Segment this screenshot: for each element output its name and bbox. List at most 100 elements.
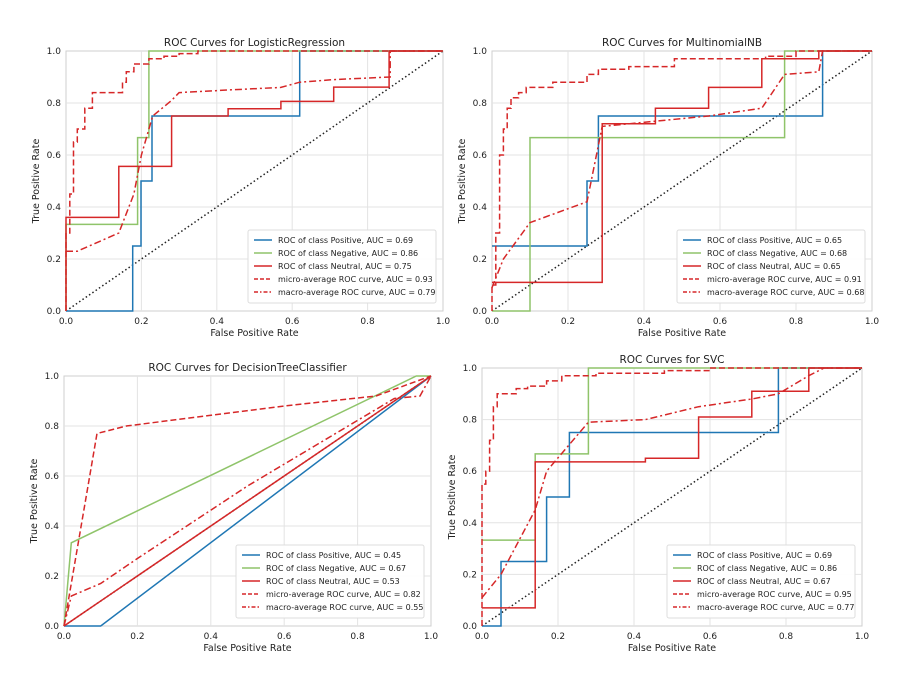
x-tick-label: 0.2	[134, 317, 148, 327]
chart-title: ROC Curves for SVC	[620, 354, 725, 366]
legend-box	[666, 544, 856, 619]
y-tick-label: 1.0	[463, 364, 478, 374]
legend-label: ROC of class Neutral, AUC = 0.65	[707, 262, 841, 271]
y-tick-label: 0.8	[463, 416, 478, 426]
chart-title: ROC Curves for DecisionTreeClassifier	[148, 362, 347, 374]
roc-series-line	[63, 375, 432, 627]
legend-box	[676, 229, 866, 304]
legend-label: ROC of class Negative, AUC = 0.86	[278, 249, 418, 258]
roc-chart-3: 0.0 0.2 0.4 0.6 0.8 1.0 0.0 0.2 0.4 0.6 0.8 1.0 ROC …	[29, 362, 438, 654]
legend: ROC of class Positive, AUC = 0.45 ROC of …	[235, 544, 425, 619]
legend-box	[247, 229, 437, 304]
legend-label: ROC of class Neutral, AUC = 0.53	[266, 577, 400, 586]
y-axis-label: True Positive Rate	[29, 459, 40, 545]
chart-title: ROC Curves for LogisticRegression	[164, 37, 345, 49]
x-tick-label: 0.4	[204, 632, 219, 642]
y-tick-label: 0.4	[463, 519, 478, 529]
roc-series-line	[481, 367, 862, 626]
x-tick-label: 0.0	[485, 317, 500, 327]
x-tick-label: 0.6	[703, 632, 718, 642]
legend-label: ROC of class Neutral, AUC = 0.67	[697, 577, 831, 586]
x-tick-label: 1.0	[424, 632, 439, 642]
legend: ROC of class Positive, AUC = 0.69 ROC of …	[247, 229, 437, 304]
legend-label: ROC of class Positive, AUC = 0.69	[697, 551, 832, 560]
y-tick-label: 0.8	[473, 99, 488, 109]
roc-chart-4: 0.0 0.2 0.4 0.6 0.8 1.0 0.0 0.2 0.4 0.6 0.8 1.0 ROC …	[447, 354, 869, 654]
chance-diagonal	[65, 50, 444, 312]
y-tick-label: 0.6	[45, 472, 60, 482]
chart-title: ROC Curves for MultinomialNB	[602, 37, 762, 49]
x-tick-label: 1.0	[436, 317, 451, 327]
y-tick-label: 0.0	[45, 622, 60, 632]
x-axis-label: False Positive Rate	[628, 643, 716, 654]
legend-label: macro-average ROC curve, AUC = 0.68	[707, 288, 864, 297]
roc-series-line	[481, 367, 862, 599]
x-tick-label: 0.8	[350, 632, 365, 642]
roc-series-line	[63, 375, 431, 627]
x-tick-label: 0.0	[59, 317, 74, 327]
legend-label: macro-average ROC curve, AUC = 0.77	[697, 603, 854, 612]
roc-series-line	[482, 367, 862, 609]
x-tick-label: 0.6	[277, 632, 292, 642]
x-axis-label: False Positive Rate	[210, 328, 298, 339]
x-axis-label: False Positive Rate	[203, 643, 291, 654]
x-tick-label: 0.4	[627, 632, 642, 642]
x-tick-label: 0.0	[57, 632, 72, 642]
x-tick-label: 1.0	[865, 317, 880, 327]
legend-label: micro-average ROC curve, AUC = 0.82	[266, 590, 421, 599]
x-axis-label: False Positive Rate	[638, 328, 726, 339]
x-tick-label: 0.2	[561, 317, 575, 327]
y-tick-label: 1.0	[47, 47, 62, 57]
x-tick-label: 0.8	[789, 317, 804, 327]
x-tick-label: 0.2	[551, 632, 565, 642]
roc-series-line	[492, 50, 872, 284]
x-tick-label: 0.6	[713, 317, 728, 327]
y-tick-label: 0.4	[473, 203, 488, 213]
roc-series-line	[491, 50, 872, 311]
y-tick-label: 0.6	[463, 467, 478, 477]
legend: ROC of class Positive, AUC = 0.65 ROC of …	[676, 229, 866, 304]
y-tick-label: 0.2	[45, 572, 59, 582]
legend-label: micro-average ROC curve, AUC = 0.93	[278, 275, 433, 284]
y-axis-label: True Positive Rate	[31, 139, 42, 225]
legend-label: micro-average ROC curve, AUC = 0.91	[707, 275, 862, 284]
roc-chart-2: 0.0 0.2 0.4 0.6 0.8 1.0 0.0 0.2 0.4 0.6 0.8 1.0 ROC …	[457, 37, 879, 339]
x-tick-label: 0.4	[210, 317, 225, 327]
y-tick-label: 0.0	[463, 622, 478, 632]
y-tick-label: 0.6	[47, 151, 62, 161]
chance-diagonal	[491, 50, 873, 312]
y-tick-label: 0.8	[45, 422, 60, 432]
roc-series-line	[65, 50, 443, 311]
y-tick-label: 0.2	[473, 255, 487, 265]
x-tick-label: 0.0	[475, 632, 490, 642]
legend-label: ROC of class Positive, AUC = 0.45	[266, 551, 401, 560]
roc-series-line	[66, 50, 443, 312]
y-tick-label: 0.2	[47, 255, 61, 265]
roc-series-line	[64, 375, 432, 627]
y-tick-label: 0.8	[47, 99, 62, 109]
legend-label: ROC of class Negative, AUC = 0.86	[697, 564, 837, 573]
legend-label: ROC of class Neutral, AUC = 0.75	[278, 262, 412, 271]
legend-label: macro-average ROC curve, AUC = 0.79	[278, 288, 435, 297]
legend-label: macro-average ROC curve, AUC = 0.55	[266, 603, 423, 612]
legend-label: micro-average ROC curve, AUC = 0.95	[697, 590, 852, 599]
legend: ROC of class Positive, AUC = 0.69 ROC of …	[666, 544, 856, 619]
x-tick-label: 0.4	[637, 317, 652, 327]
x-tick-label: 0.6	[285, 317, 300, 327]
y-tick-label: 1.0	[45, 372, 60, 382]
y-tick-label: 0.2	[463, 570, 477, 580]
chance-diagonal	[481, 367, 863, 627]
legend-label: ROC of class Positive, AUC = 0.69	[278, 236, 413, 245]
x-tick-label: 0.8	[779, 632, 794, 642]
y-tick-label: 0.0	[47, 307, 62, 317]
roc-series-line	[491, 50, 872, 288]
y-axis-label: True Positive Rate	[447, 455, 458, 541]
y-tick-label: 1.0	[473, 47, 488, 57]
y-tick-label: 0.4	[45, 522, 60, 532]
legend-box	[235, 544, 425, 619]
y-axis-label: True Positive Rate	[457, 139, 468, 225]
roc-series-line	[63, 375, 432, 627]
roc-series-line	[66, 50, 443, 252]
x-tick-label: 0.8	[360, 317, 375, 327]
